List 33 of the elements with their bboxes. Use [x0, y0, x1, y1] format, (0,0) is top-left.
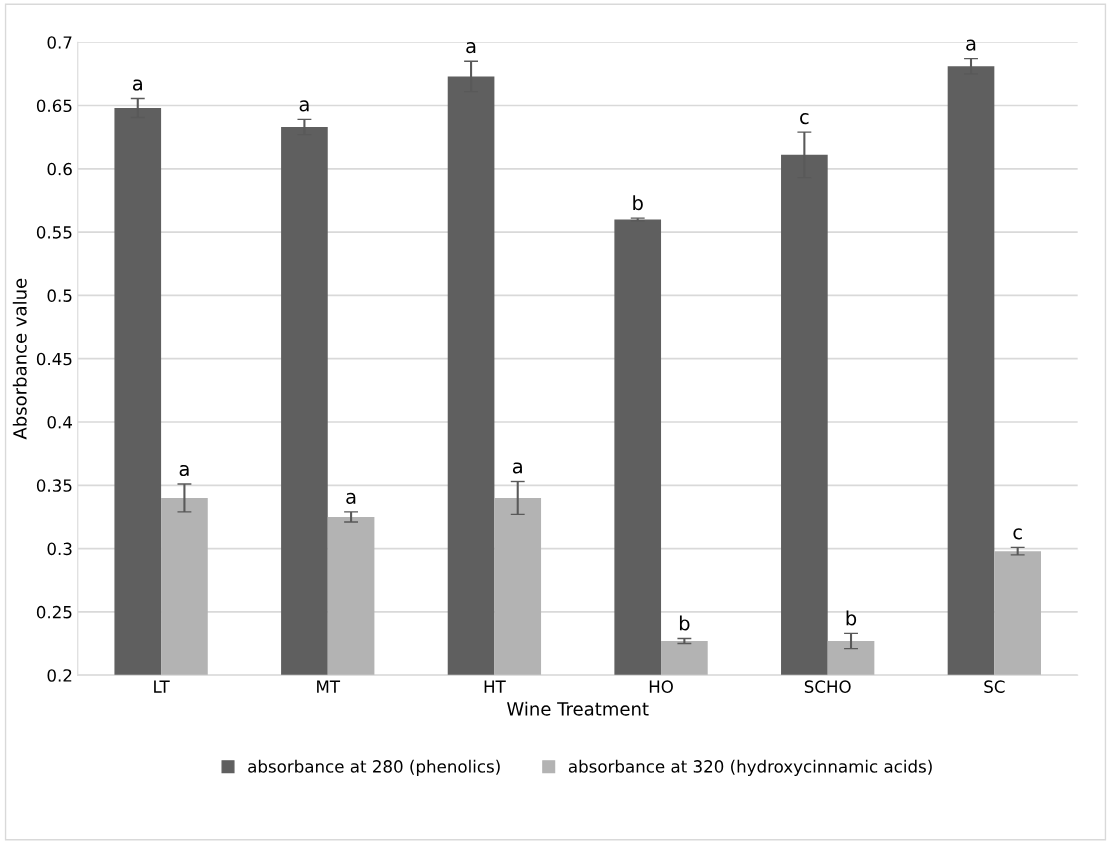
- y-tick-label: 0.4: [47, 415, 72, 429]
- annotation: a: [966, 39, 976, 51]
- annotation: a: [299, 100, 309, 112]
- x-tick-label: HO: [649, 680, 673, 693]
- x-tick-label: MT: [317, 680, 341, 693]
- x-tick-label: SC: [984, 680, 1005, 693]
- y-axis-title: Absorbance value: [12, 278, 27, 440]
- annotation: c: [1013, 528, 1022, 540]
- annotation: a: [466, 42, 476, 54]
- annotation: a: [132, 79, 142, 91]
- y-tick-label: 0.6: [47, 162, 72, 176]
- y-tick-label: 0.5: [47, 289, 72, 302]
- annotation: a: [512, 462, 522, 474]
- y-tick-label: 0.7: [47, 36, 72, 49]
- y-tick-label: 0.55: [36, 226, 72, 239]
- y-tick-label: 0.35: [36, 479, 72, 492]
- annotation: b: [633, 195, 643, 211]
- y-tick-label: 0.45: [36, 352, 72, 366]
- y-tick-label: 0.25: [36, 605, 72, 619]
- annotation: c: [800, 112, 809, 125]
- x-tick-label: SCHO: [804, 680, 851, 693]
- annotation: b: [846, 610, 857, 626]
- x-axis-title: Wine Treatment: [507, 701, 649, 716]
- y-tick-label: 0.2: [47, 669, 72, 682]
- x-tick-label: HT: [484, 680, 506, 693]
- annotation: b: [679, 615, 690, 631]
- y-tick-label: 0.3: [47, 542, 72, 556]
- y-tick-label: 0.65: [36, 99, 72, 113]
- legend-label: absorbance at 280 (phenolics): [248, 759, 500, 776]
- x-tick-label: LT: [154, 680, 170, 693]
- annotation: a: [179, 464, 189, 477]
- legend-label: absorbance at 320 (hydroxycinnamic acids): [568, 759, 932, 776]
- annotation: a: [346, 492, 356, 504]
